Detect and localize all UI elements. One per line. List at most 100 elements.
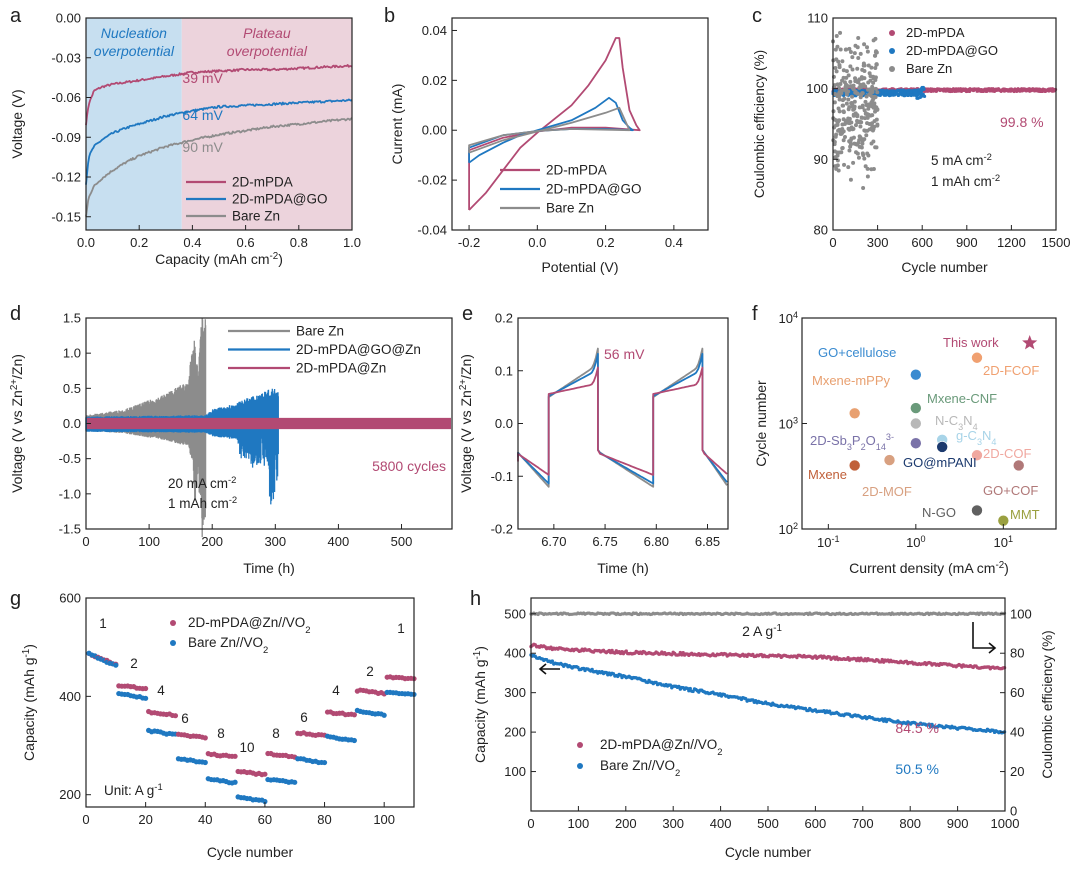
c-point-gray (837, 150, 842, 155)
c-point-gray (861, 82, 866, 87)
f-xtick-label: 10-1 (817, 534, 840, 550)
h-xtick-label: 400 (710, 816, 732, 831)
c-point-gray (859, 145, 864, 150)
h-ytick-right-label: 0 (1010, 804, 1017, 819)
c-point-gray (873, 65, 878, 70)
c-point-blue (906, 91, 910, 95)
g-rate-label: 6 (181, 711, 189, 726)
f-ylabel: Cycle number (753, 380, 769, 467)
h-ytick-right-label: 40 (1010, 725, 1024, 740)
c-point-gray (865, 166, 870, 171)
c-point-gray (842, 162, 847, 167)
c-point-gray (875, 123, 880, 128)
c-ytick-label: 90 (814, 152, 828, 167)
c-point-blue (883, 89, 887, 93)
d-ytick-label: -1.0 (59, 486, 81, 501)
h-xtick-label: 700 (852, 816, 874, 831)
b-xlabel: Potential (V) (541, 259, 618, 275)
f-point (971, 449, 983, 462)
g-rate-label: 1 (99, 616, 107, 631)
h-xtick-label: 1000 (991, 816, 1020, 831)
f-point (910, 402, 922, 414)
f-point (883, 454, 896, 466)
d-ytick-label: 0.5 (63, 381, 81, 396)
d-ytick-label: 1.5 (63, 311, 81, 326)
c-point-gray (846, 165, 851, 170)
g-point-blue (262, 798, 268, 805)
c-point-gray (871, 139, 876, 144)
c-point-gray (852, 141, 857, 146)
a-series-line (85, 98, 353, 185)
h-ytick-label: 400 (504, 646, 526, 661)
d-xtick-label: 300 (264, 534, 286, 549)
c-point-gray (841, 138, 846, 143)
h-legend-label: 2D-mPDA@Zn//VO2 (600, 737, 722, 758)
f-point-label: GO@mPANI (903, 455, 977, 470)
c-point-blue (898, 92, 902, 96)
c-point-gray (869, 167, 874, 172)
h-point-blue (668, 683, 673, 687)
g-point-pink (202, 735, 208, 741)
c-point-gray (865, 121, 870, 126)
c-point-gray (847, 46, 852, 51)
h-xlabel: Cycle number (725, 844, 812, 860)
g-point-pink (232, 753, 238, 759)
h-point-pink (624, 649, 628, 653)
g-xtick-label: 60 (258, 812, 272, 827)
c-point-gray (851, 160, 856, 165)
a-region-label: Nucleation (101, 25, 167, 41)
h-ytick-label: 100 (504, 764, 526, 779)
g-xtick-label: 20 (138, 812, 152, 827)
panel-label-a: a (10, 5, 22, 27)
a-xtick-label: 1.0 (343, 235, 361, 250)
c-ylabel: Coulombic efficiency (%) (752, 50, 767, 198)
d-ytick-label: 0.0 (63, 416, 81, 431)
g-plot-frame (85, 597, 415, 808)
c-point-gray (871, 80, 876, 85)
f-ytick-label: 103 (778, 416, 798, 432)
a-xtick-label: 0.0 (77, 235, 95, 250)
d-annotation: 20 mA cm-2 (168, 475, 236, 492)
a-xtick-label: 0.2 (130, 235, 148, 250)
f-point (910, 368, 922, 381)
c-point-gray (874, 145, 879, 150)
b-ytick-label: 0.00 (422, 123, 447, 138)
c-point-gray (833, 47, 838, 52)
c-point-gray (863, 116, 868, 121)
c-point-gray (857, 119, 862, 124)
e-series-line (517, 366, 728, 476)
e-xtick-label: 6.80 (644, 534, 669, 549)
c-point-blue (902, 91, 907, 96)
c-point-gray (835, 119, 840, 124)
c-point-blue (915, 89, 919, 93)
c-point-gray (860, 105, 865, 110)
c-point-gray (832, 139, 837, 144)
b-xtick-label: 0.2 (597, 235, 615, 250)
h-legend-marker (577, 763, 583, 769)
c-point-gray (837, 97, 842, 102)
c-point-gray (846, 73, 851, 78)
g-point-blue (202, 759, 208, 766)
b-ytick-label: -0.02 (417, 173, 447, 188)
a-ytick-label: -0.03 (51, 50, 81, 65)
c-point-gray (875, 90, 880, 95)
f-point (1012, 459, 1025, 472)
b-xtick-label: 0.0 (528, 235, 546, 250)
c-point-gray (860, 151, 865, 156)
c-point-blue (909, 90, 913, 94)
c-point-gray (837, 109, 842, 114)
c-point-gray (873, 86, 878, 91)
f-point-label: MMT (1010, 507, 1040, 522)
a-legend-label: 2D-mPDA@GO (232, 192, 327, 207)
e-ytick-label: -0.1 (491, 469, 513, 484)
a-xtick-label: 0.8 (290, 235, 308, 250)
c-ytick-label: 110 (807, 11, 828, 26)
b-ytick-label: 0.04 (422, 23, 447, 38)
d-ytick-label: 1.0 (63, 346, 81, 361)
h-ytick-right-label: 60 (1010, 685, 1024, 700)
f-point (848, 407, 861, 420)
f-point-label: This work (943, 335, 999, 350)
c-point-gray (840, 103, 845, 108)
h-xtick-label: 0 (527, 816, 534, 831)
d-ytick-label: -0.5 (59, 451, 81, 466)
